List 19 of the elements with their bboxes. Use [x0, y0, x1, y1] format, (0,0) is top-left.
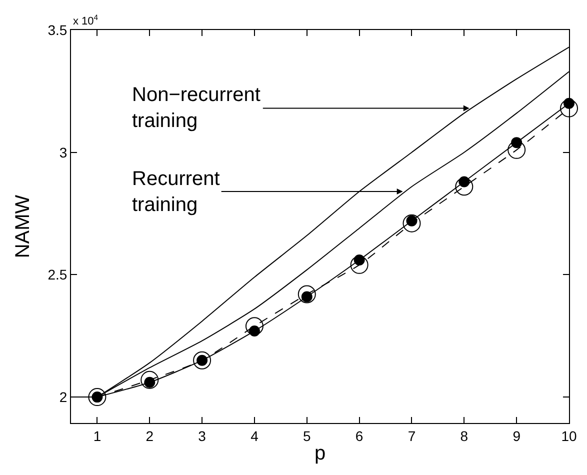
x-axis-title: p — [314, 442, 326, 464]
x-tick-label: 3 — [198, 428, 206, 444]
annotation: Non−recurrent training — [132, 84, 261, 132]
x-tick-label: 1 — [93, 428, 102, 444]
x-tick-label: 6 — [355, 428, 364, 444]
annotation: Recurrent training — [132, 168, 220, 216]
y-axis-title: NAMW — [12, 194, 34, 258]
text: x 10$^{4}$ — [73, 13, 99, 28]
y-tick-label: 2.5 — [48, 266, 68, 283]
x-tick-label: 10 — [561, 428, 577, 444]
x-tick-label: 5 — [302, 428, 311, 444]
y-tick-label: 3.5 — [48, 22, 68, 38]
x-tick-label: 9 — [512, 428, 521, 444]
y-tick-label: 2 — [59, 388, 68, 405]
x-tick-label: 8 — [460, 428, 468, 444]
x-tick-label: 4 — [250, 428, 259, 444]
x-tick-label: 7 — [408, 428, 416, 444]
y-tick-label: 3 — [59, 144, 68, 160]
x-tick-label: 2 — [146, 428, 154, 444]
